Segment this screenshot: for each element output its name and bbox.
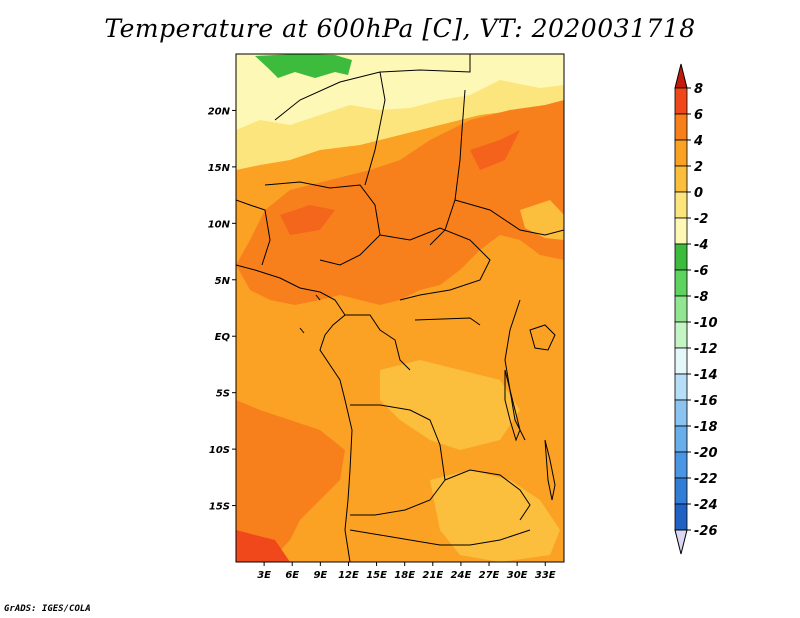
- colorbar-label: -8: [694, 290, 708, 305]
- colorbar-label: -16: [694, 394, 718, 409]
- lon-tick-label: 3E: [257, 570, 271, 581]
- colorbar-max-arrow: [674, 63, 688, 89]
- lon-tick-label: 27E: [479, 570, 500, 581]
- colorbar-label: -10: [694, 316, 718, 331]
- colorbar-label: -14: [694, 368, 718, 383]
- lake-malawi: [544, 439, 556, 501]
- lat-tick-label: 20N: [208, 106, 231, 117]
- colorbar-segment: [674, 165, 688, 193]
- map-frame: [235, 53, 565, 563]
- colorbar-segment: [674, 113, 688, 141]
- lon-tick-label: 18E: [394, 570, 415, 581]
- colorbar-segment: [674, 347, 688, 375]
- lat-tick-label: EQ: [215, 332, 231, 343]
- colorbar-label: 0: [694, 186, 703, 201]
- border-nigeria: [264, 181, 381, 266]
- border-zambia: [444, 469, 531, 521]
- field-warm-core-1: [470, 130, 520, 170]
- lat-tick-label: 15N: [208, 163, 231, 174]
- border-west-africa: [236, 199, 271, 266]
- colorbar-segment: [674, 243, 688, 271]
- lon-tick-label: 21E: [422, 570, 443, 581]
- grads-credit: GrADS: IGES/COLA: [4, 604, 91, 614]
- field-cool-patch-3: [520, 200, 564, 240]
- field-green-north: [255, 54, 352, 78]
- border-congo: [345, 314, 411, 371]
- lat-tick-label: 15S: [209, 502, 230, 513]
- latitude-axis: 20N 15N 10N 5N EQ 5S 10S 15S: [208, 106, 236, 513]
- colorbar-label: -24: [694, 498, 718, 513]
- colorbar-label: -2: [694, 212, 708, 227]
- lat-tick-label: 10S: [209, 445, 230, 456]
- colorbar-label: -26: [694, 524, 718, 539]
- colorbar-label: 2: [694, 160, 703, 175]
- lat-tick-label: 5S: [216, 389, 230, 400]
- longitude-axis: 3E 6E 9E 12E 15E 18E 21E 24E 27E 30E 33E: [257, 562, 556, 581]
- colorbar-segment: [674, 425, 688, 453]
- field-warm-core-2: [280, 205, 335, 235]
- colorbar-segment: [674, 321, 688, 349]
- border-southern: [349, 529, 531, 546]
- lat-tick-label: 10N: [208, 219, 231, 230]
- field-cool-patch-1: [380, 360, 520, 450]
- colorbar-segment: [674, 399, 688, 427]
- border-sudan-south: [454, 199, 564, 236]
- lake-tanganyika: [504, 369, 521, 442]
- field-hot-southwest: [236, 530, 290, 562]
- lon-tick-label: 30E: [507, 570, 528, 581]
- border-car: [379, 227, 491, 301]
- colorbar-label: 4: [693, 134, 703, 149]
- colorbar-segment: [674, 451, 688, 479]
- coastline-west: [236, 264, 353, 562]
- colorbar-segment: [674, 269, 688, 297]
- colorbar-label: -18: [694, 420, 718, 435]
- border-sahara-2: [364, 71, 386, 186]
- lake-victoria: [529, 324, 556, 351]
- colorbar-segment: [674, 139, 688, 167]
- colorbar-label: 6: [694, 108, 703, 123]
- colorbar-segment: [674, 87, 688, 115]
- lon-tick-label: 9E: [313, 570, 327, 581]
- map-title: Temperature at 600hPa [C], VT: 202003171…: [104, 14, 696, 43]
- colorbar-segment: [674, 373, 688, 401]
- lon-tick-label: 33E: [535, 570, 556, 581]
- lon-tick-label: 6E: [285, 570, 299, 581]
- country-borders: [236, 54, 564, 562]
- colorbar-segment: [674, 503, 688, 531]
- colorbar-segment: [674, 191, 688, 219]
- colorbar-label: -6: [694, 264, 708, 279]
- border-angola: [350, 404, 446, 516]
- colorbar-label: 8: [694, 82, 703, 97]
- colorbar-min-arrow: [674, 529, 688, 555]
- colorbar-label: -4: [694, 238, 708, 253]
- colorbar: 8 6 4 2 0 -2 -4 -6 -8 -10 -12 -14 -16 -18 -20 -22 -24 -26: [674, 63, 718, 555]
- border-chad-sudan: [429, 89, 466, 246]
- lon-tick-label: 15E: [366, 570, 387, 581]
- colorbar-segment: [674, 217, 688, 245]
- lon-tick-label: 24E: [451, 570, 472, 581]
- lat-tick-label: 5N: [215, 276, 231, 287]
- border-drc-east: [504, 299, 526, 441]
- border-gulf-islands: [299, 294, 481, 334]
- colorbar-label: -12: [694, 342, 718, 357]
- colorbar-label: -22: [694, 472, 718, 487]
- colorbar-label: -20: [694, 446, 718, 461]
- field-cool-patch-2: [430, 470, 560, 562]
- colorbar-segment: [674, 477, 688, 505]
- temperature-field: [236, 54, 564, 562]
- colorbar-segment: [674, 295, 688, 323]
- lon-tick-label: 12E: [338, 570, 359, 581]
- field-warm-southwest: [236, 400, 345, 562]
